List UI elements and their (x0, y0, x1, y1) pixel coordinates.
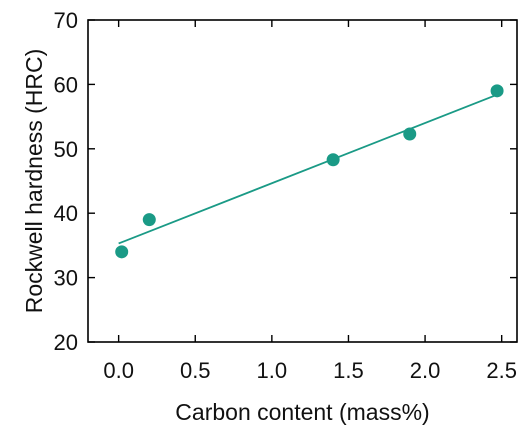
trendline (118, 93, 498, 245)
axes (87, 19, 518, 343)
data-points (115, 84, 504, 259)
x-tick-label: 1.0 (257, 358, 288, 383)
x-axis-ticks: 0.0 0.5 1.0 1.5 2.0 2.5 (103, 20, 517, 383)
y-tick-label: 40 (54, 201, 78, 226)
y-tick-label: 60 (54, 72, 78, 97)
plot-frame (87, 19, 518, 343)
data-point (326, 153, 340, 167)
y-axis-ticks: 20 30 40 50 60 70 (54, 8, 517, 355)
y-tick-label: 30 (54, 266, 78, 291)
y-tick-label: 50 (54, 137, 78, 162)
trendline-group (118, 93, 498, 245)
data-point (115, 245, 129, 259)
data-point (403, 127, 417, 141)
x-tick-label: 0.0 (103, 358, 134, 383)
x-tick-label: 1.5 (333, 358, 364, 383)
x-axis-title: Carbon content (mass%) (175, 399, 429, 425)
y-tick-label: 20 (54, 330, 78, 355)
x-tick-label: 0.5 (180, 358, 211, 383)
data-point (142, 213, 156, 227)
x-tick-label: 2.0 (410, 358, 441, 383)
y-tick-label: 70 (54, 8, 78, 33)
y-axis-title: Rockwell hardness (HRC) (21, 49, 47, 314)
data-point (490, 84, 504, 98)
x-tick-label: 2.5 (486, 358, 517, 383)
